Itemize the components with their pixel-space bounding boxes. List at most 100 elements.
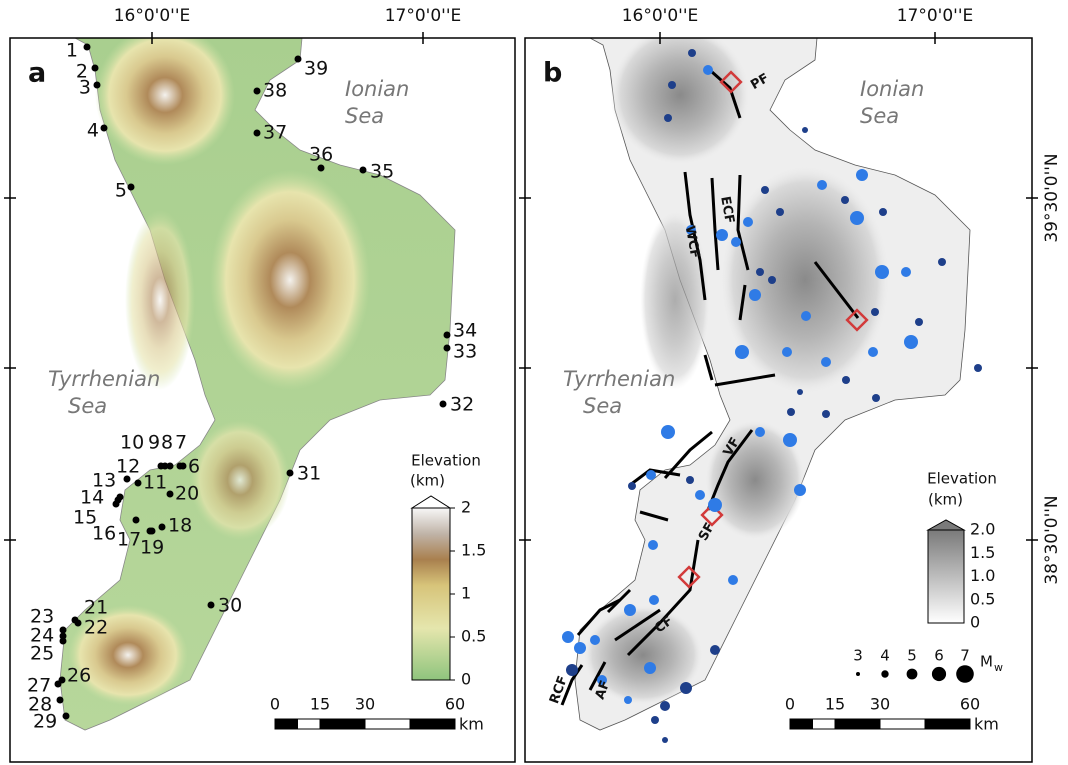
scale-label: 15 <box>825 695 845 714</box>
site-label: 29 <box>33 711 57 733</box>
magnitude-symbol <box>931 666 947 682</box>
earthquake <box>761 186 769 194</box>
scale-bar-segment <box>812 718 836 730</box>
site-label: 25 <box>30 643 54 665</box>
earthquake <box>624 696 632 704</box>
earthquake <box>782 347 792 357</box>
faults <box>560 70 860 706</box>
scale-bar-segment <box>789 718 813 730</box>
site-label: 35 <box>370 161 394 183</box>
colorbar-label: 2.0 <box>970 520 995 539</box>
site-label: 31 <box>297 463 321 485</box>
site-label: 39 <box>304 58 328 80</box>
colorbar-label: 1.0 <box>970 566 995 585</box>
earthquake <box>566 664 578 676</box>
earthquake <box>628 482 636 490</box>
longitude-label: 16°0'0''E <box>114 6 191 26</box>
magnitude-label: 5 <box>907 647 917 665</box>
earthquake <box>574 642 586 654</box>
site-marker <box>166 490 174 498</box>
site-marker <box>59 637 67 645</box>
earthquake <box>842 376 850 384</box>
site-label: 24 <box>30 625 54 647</box>
sea-label: Sea <box>860 104 899 128</box>
earthquake <box>794 484 806 496</box>
earthquake <box>708 498 722 512</box>
scale-label: 0 <box>270 695 280 714</box>
earthquake <box>710 645 720 655</box>
colorbar-label: 0 <box>970 613 980 632</box>
earthquake <box>649 595 659 605</box>
colorbar-cap <box>926 519 966 531</box>
site-label: 20 <box>175 483 199 505</box>
site-marker <box>439 400 447 408</box>
scale-label: 15 <box>310 695 330 714</box>
site-marker <box>148 527 156 535</box>
epicenter-diamonds <box>677 70 869 589</box>
fault-label: WCF <box>682 225 702 260</box>
scale-bar-segment <box>274 718 298 730</box>
earthquake <box>776 208 784 216</box>
panel-label: a <box>28 58 46 89</box>
earthquake <box>871 308 879 316</box>
panel-b-map <box>560 38 982 743</box>
colorbar-label: 1 <box>461 584 471 603</box>
earthquake <box>660 701 670 711</box>
site-label: 28 <box>28 694 52 716</box>
site-marker <box>157 462 165 470</box>
earthquake <box>875 265 889 279</box>
sea-label: Tyrrhenian <box>563 367 675 391</box>
fault-label: ECF <box>717 195 737 225</box>
site-marker <box>286 469 294 477</box>
legend-title: Elevation <box>411 452 481 470</box>
sea-label: Ionian <box>345 77 409 101</box>
site-marker <box>112 500 120 508</box>
colorbar-label: 1.5 <box>970 543 995 562</box>
site-marker <box>176 462 184 470</box>
earthquake <box>872 394 880 402</box>
scale-label: 30 <box>870 695 890 714</box>
panel-label: b <box>543 58 562 89</box>
longitude-label: 17°0'0''E <box>897 6 974 26</box>
earthquake <box>597 675 607 685</box>
earthquake <box>731 237 741 247</box>
site-label: 32 <box>450 394 474 416</box>
magnitude-label: 6 <box>934 647 944 665</box>
earthquake <box>868 347 878 357</box>
colorbar <box>927 529 965 624</box>
earthquake <box>915 318 923 326</box>
site-label: 21 <box>84 597 108 619</box>
magnitude-symbol-label: M <box>980 653 993 671</box>
site-label: 18 <box>168 515 192 537</box>
site-marker <box>127 183 135 191</box>
colorbar-label: 1.5 <box>461 541 486 560</box>
scale-bar-segment <box>297 718 321 730</box>
sea-label: Sea <box>68 394 107 418</box>
earthquake <box>749 289 761 301</box>
magnitude-symbol <box>956 665 974 683</box>
earthquake <box>644 662 656 674</box>
site-marker <box>93 81 101 89</box>
site-marker <box>134 479 142 487</box>
scale-bar-segment <box>364 718 411 730</box>
colorbar-cap <box>410 495 452 509</box>
site-label: 37 <box>263 122 287 144</box>
site-marker <box>253 129 261 137</box>
scale-unit: km <box>974 715 999 734</box>
colorbar-label: 2 <box>461 498 471 517</box>
site-label: 33 <box>453 341 477 363</box>
earthquake <box>695 490 705 500</box>
longitude-label: 16°0'0''E <box>622 6 699 26</box>
legend-title: (km) <box>928 491 963 509</box>
earthquake <box>590 635 600 645</box>
site-label: 36 <box>309 144 333 166</box>
magnitude-subscript: w <box>994 661 1003 674</box>
panel-a-frame <box>9 37 516 763</box>
longitude-label: 17°0'0''E <box>385 6 462 26</box>
site-label: 4 <box>87 120 99 142</box>
magnitude-symbol <box>881 670 889 678</box>
earthquake <box>686 225 696 235</box>
earthquake <box>668 81 676 89</box>
earthquake <box>787 408 795 416</box>
